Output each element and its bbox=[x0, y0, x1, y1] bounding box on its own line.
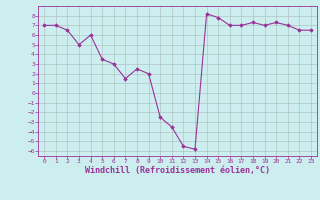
X-axis label: Windchill (Refroidissement éolien,°C): Windchill (Refroidissement éolien,°C) bbox=[85, 166, 270, 175]
